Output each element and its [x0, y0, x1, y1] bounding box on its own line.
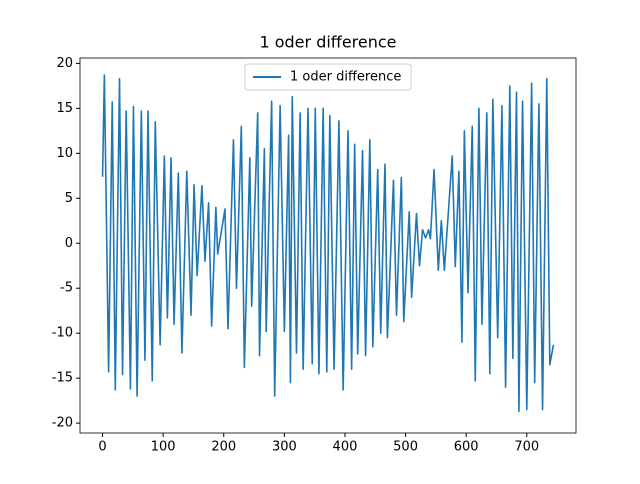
data-line: [101, 74, 555, 413]
y-tick-label: -20: [52, 416, 73, 431]
y-tick-label: 10: [56, 146, 73, 161]
x-tick-label: 700: [514, 440, 539, 455]
x-tick-label: 500: [393, 440, 418, 455]
y-tick-label: 15: [56, 101, 73, 116]
legend-label: 1 oder difference: [290, 70, 401, 85]
y-tick-label: 20: [56, 56, 73, 71]
y-tick-label: -10: [52, 326, 73, 341]
x-tick-label: 100: [151, 440, 176, 455]
x-tick-label: 200: [211, 440, 236, 455]
y-tick-label: -5: [60, 281, 73, 296]
chart-title: 1 oder difference: [259, 33, 396, 52]
x-tick-label: 0: [98, 440, 106, 455]
x-tick-label: 300: [272, 440, 297, 455]
x-tick-label: 600: [454, 440, 479, 455]
y-tick-label: -15: [52, 371, 73, 386]
legend: [244, 63, 412, 91]
y-tick-label: 0: [65, 236, 73, 251]
plot-frame: [79, 57, 577, 434]
x-tick-label: 400: [333, 440, 358, 455]
y-tick-label: 5: [65, 191, 73, 206]
